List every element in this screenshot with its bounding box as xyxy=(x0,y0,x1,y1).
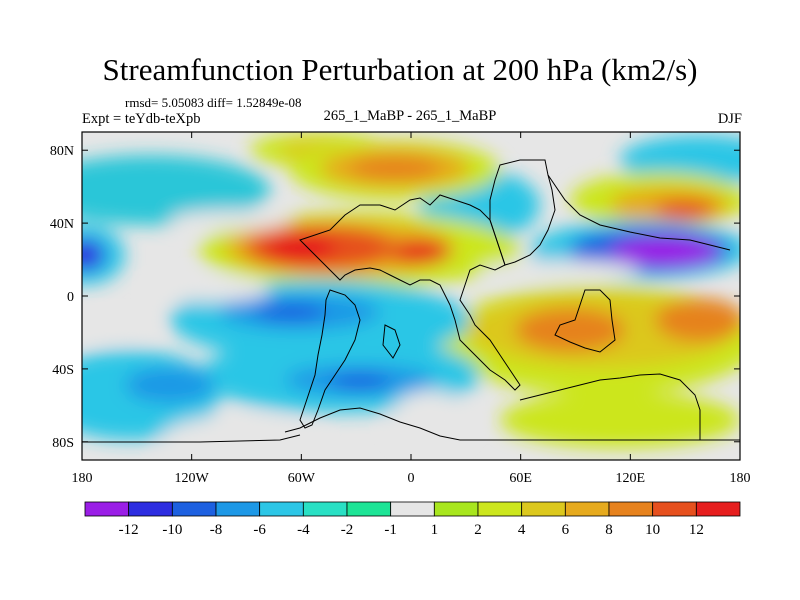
colorbar-swatch xyxy=(171,501,217,517)
y-tick-label: 80N xyxy=(50,144,74,159)
season-label: DJF xyxy=(717,111,742,127)
y-tick-label: 40S xyxy=(52,363,74,378)
colorbar-swatch xyxy=(215,501,261,517)
colorbar-label: 12 xyxy=(689,522,704,538)
colorbar-label: -8 xyxy=(210,522,223,538)
colorbar-swatch xyxy=(390,501,435,517)
stats-label: rmsd= 5.05083 diff= 1.52849e-08 xyxy=(125,95,302,110)
contour-fill xyxy=(82,132,740,460)
colorbar-swatch xyxy=(477,501,523,517)
x-tick-label: 120W xyxy=(175,471,210,486)
x-tick-label: 180 xyxy=(72,471,93,486)
experiment-name-label: 265_1_MaBP - 265_1_MaBP xyxy=(323,108,497,124)
y-tick-label: 80S xyxy=(52,436,74,451)
coastlines xyxy=(82,159,740,443)
x-tick-label: 120E xyxy=(616,471,646,486)
colorbar-label: 1 xyxy=(431,522,439,538)
colorbar-label: -10 xyxy=(162,522,182,538)
colorbar-label: 10 xyxy=(645,522,660,538)
y-tick-label: 40N xyxy=(50,217,74,232)
colorbar-label: -1 xyxy=(384,522,397,538)
colorbar-label: 4 xyxy=(518,522,526,538)
colorbar-swatch xyxy=(564,501,610,517)
colorbar-swatch xyxy=(433,501,479,517)
colorbar-label: -2 xyxy=(341,522,354,538)
colorbar-label: -6 xyxy=(253,522,266,538)
colorbar-label: -12 xyxy=(119,522,139,538)
experiment-label: Expt = teYdb-teXpb xyxy=(82,111,201,127)
colorbar-swatch xyxy=(259,501,304,517)
plot-title: Streamfunction Perturbation at 200 hPa (… xyxy=(102,52,698,87)
x-tick-label: 180 xyxy=(730,471,751,486)
colorbar-label: 8 xyxy=(605,522,613,538)
colorbar-swatch xyxy=(521,501,566,517)
colorbar-swatch xyxy=(128,501,173,517)
colorbar-swatch xyxy=(652,501,697,517)
y-axis: 80N 40N 0 40S 80S xyxy=(50,144,740,451)
y-tick-label: 0 xyxy=(67,290,74,305)
colorbar-label: 6 xyxy=(562,522,570,538)
colorbar-swatch xyxy=(346,501,392,517)
colorbar-swatch xyxy=(608,501,654,517)
x-tick-label: 0 xyxy=(408,471,415,486)
colorbar-swatch xyxy=(695,501,741,517)
x-axis: 180 120W 60W 0 60E 120E 180 xyxy=(72,132,751,486)
x-tick-label: 60W xyxy=(288,471,316,486)
colorbar-label: 2 xyxy=(474,522,482,538)
x-tick-label: 60E xyxy=(509,471,532,486)
colorbar-label: -4 xyxy=(297,522,310,538)
colorbar-swatch xyxy=(84,501,130,517)
colorbar-swatch xyxy=(302,501,348,517)
colorbar: -12 -10 -8 -6 -4 -2 -1 1 2 4 6 8 10 12 xyxy=(84,501,741,538)
